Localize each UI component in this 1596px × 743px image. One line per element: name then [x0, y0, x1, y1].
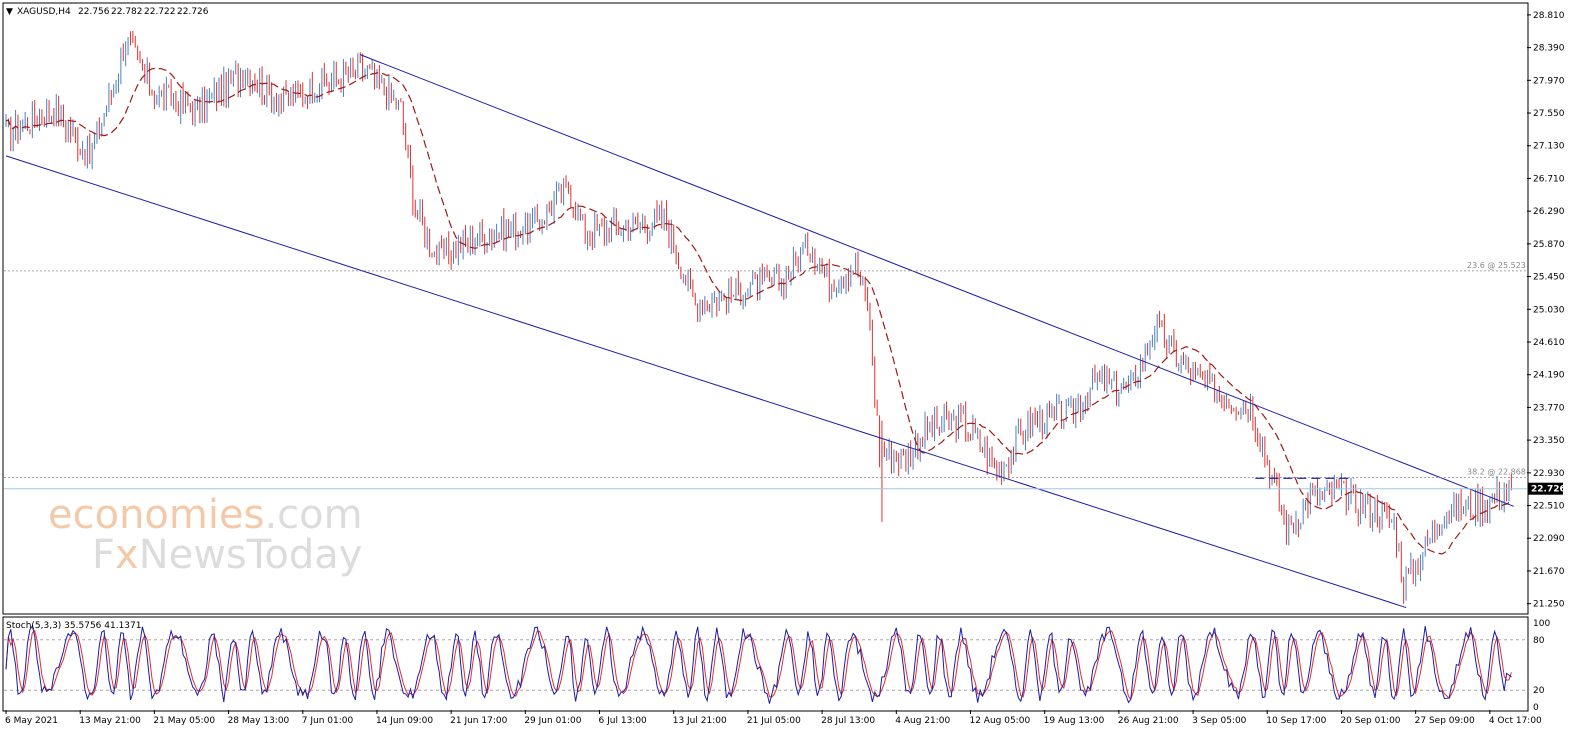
y-tick-label: 21.670 — [1533, 567, 1565, 577]
x-tick-label: 27 Sep 09:00 — [1415, 716, 1475, 726]
stoch-title: Stoch(5,3,3) 35.5756 41.1371 — [6, 621, 141, 631]
fib-level-label: 23.6 @ 25.523 — [1467, 261, 1526, 270]
header-close: 22.726 — [177, 7, 209, 17]
stochastic-layer — [4, 624, 1527, 704]
header-symbol: XAGUSD,H4 — [17, 7, 71, 17]
y-tick-label: 25.870 — [1533, 240, 1565, 250]
header-low: 22.722 — [144, 7, 176, 17]
channel-upper-line[interactable] — [360, 54, 1514, 507]
y-tick-label: 28.810 — [1533, 11, 1565, 21]
x-tick-label: 3 Sep 05:00 — [1192, 716, 1247, 726]
y-tick-label: 27.550 — [1533, 109, 1565, 119]
last-price-tag — [1528, 482, 1563, 495]
x-tick-label: 13 May 21:00 — [79, 716, 141, 726]
fib-level-label: 38.2 @ 22.868 — [1467, 468, 1526, 477]
main-pane-frame — [2, 2, 1529, 615]
stoch-y-tick-label: 100 — [1533, 619, 1550, 629]
x-tick-label: 29 Jun 01:00 — [524, 716, 581, 726]
y-tick-label: 24.190 — [1533, 371, 1565, 381]
watermark-brand: economies.com — [48, 492, 363, 538]
stoch-signal-line — [5, 629, 1512, 701]
stoch-y-tick-label: 20 — [1533, 686, 1545, 696]
y-tick-label: 25.450 — [1533, 273, 1565, 283]
stoch-pane-frame — [2, 616, 1529, 712]
y-tick-label: 22.090 — [1533, 534, 1565, 544]
x-tick-label: 10 Sep 17:00 — [1266, 716, 1326, 726]
x-tick-label: 21 Jun 17:00 — [450, 716, 507, 726]
x-tick-label: 19 Aug 13:00 — [1044, 716, 1105, 726]
last-price-label: 22.726 — [1531, 485, 1566, 495]
x-tick-label: 4 Aug 21:00 — [895, 716, 950, 726]
x-tick-label: 28 Jul 13:00 — [821, 716, 875, 726]
y-tick-label: 26.710 — [1533, 174, 1565, 184]
x-tick-label: 14 Jun 09:00 — [376, 716, 433, 726]
y-tick-label: 27.970 — [1533, 76, 1565, 86]
y-tick-label: 24.610 — [1533, 338, 1565, 348]
y-tick-label: 21.250 — [1533, 600, 1565, 610]
x-tick-label: 4 Oct 17:00 — [1489, 716, 1542, 726]
x-tick-label: 21 May 05:00 — [153, 716, 215, 726]
y-tick-label: 28.390 — [1533, 44, 1565, 54]
x-tick-label: 6 Jul 13:00 — [599, 716, 648, 726]
x-tick-label: 28 May 13:00 — [228, 716, 290, 726]
chart-header: ▼ XAGUSD,H4 22.756 22.782 22.722 22.726 — [6, 7, 209, 17]
y-tick-label: 22.510 — [1533, 502, 1565, 512]
main-price-layer: 23.6 @ 25.523 38.2 @ 22.868 — [4, 30, 1527, 609]
stoch-main-line — [5, 624, 1512, 704]
y-tick-label: 22.930 — [1533, 469, 1565, 479]
x-tick-label: 26 Aug 21:00 — [1118, 716, 1179, 726]
y-tick-label: 23.350 — [1533, 436, 1565, 446]
axis-layer: 28.810 28.390 27.970 27.550 27.130 26.710 26.2… — [5, 11, 1566, 726]
watermark: economies.com FxNewsToday — [48, 492, 363, 578]
watermark-sub: FxNewsToday — [92, 532, 362, 578]
header-arrow-icon[interactable]: ▼ — [6, 7, 13, 17]
channel-lower-line[interactable] — [5, 155, 1407, 609]
x-tick-label: 6 May 2021 — [5, 716, 58, 726]
y-tick-label: 26.290 — [1533, 207, 1565, 217]
y-tick-label: 27.130 — [1533, 142, 1565, 152]
header-open: 22.756 — [78, 7, 110, 17]
stoch-y-tick-label: 80 — [1533, 636, 1545, 646]
x-tick-label: 21 Jul 05:00 — [747, 716, 801, 726]
y-tick-label: 25.030 — [1533, 305, 1565, 315]
x-tick-label: 7 Jun 01:00 — [302, 716, 354, 726]
x-tick-label: 20 Sep 01:00 — [1340, 716, 1400, 726]
stoch-y-tick-label: 0 — [1533, 703, 1539, 713]
header-high: 22.782 — [111, 7, 143, 17]
moving-average-line — [5, 67, 1512, 555]
x-tick-label: 13 Jul 21:00 — [673, 716, 727, 726]
x-tick-label: 12 Aug 05:00 — [969, 716, 1030, 726]
y-tick-label: 23.770 — [1533, 403, 1565, 413]
